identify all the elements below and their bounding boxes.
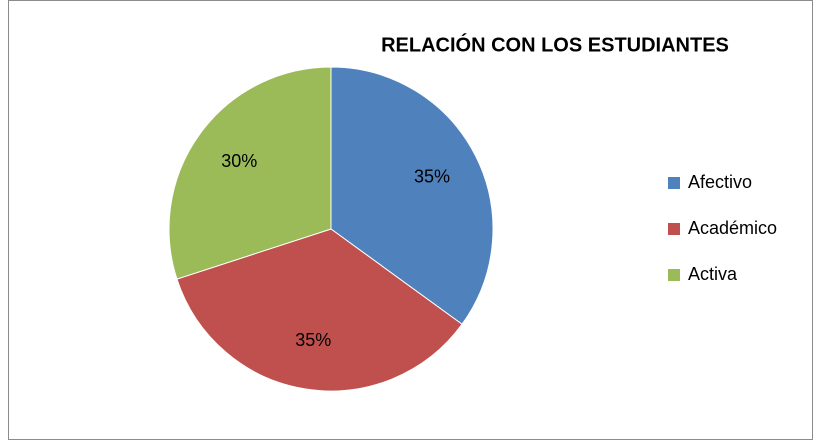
pie-slice bbox=[168, 66, 332, 280]
legend-swatch bbox=[668, 177, 680, 189]
legend-label: Académico bbox=[688, 218, 777, 238]
data-label: 35% bbox=[295, 330, 331, 350]
legend-swatch bbox=[668, 223, 680, 235]
legend-label: Afectivo bbox=[688, 172, 752, 192]
legend-swatch bbox=[668, 269, 680, 281]
data-label: 35% bbox=[414, 166, 450, 186]
data-label: 30% bbox=[221, 151, 257, 171]
pie-slice bbox=[176, 228, 463, 392]
legend-label: Activa bbox=[688, 264, 738, 284]
chart-title: RELACIÓN CON LOS ESTUDIANTES bbox=[381, 32, 729, 56]
pie-slice bbox=[330, 66, 494, 325]
